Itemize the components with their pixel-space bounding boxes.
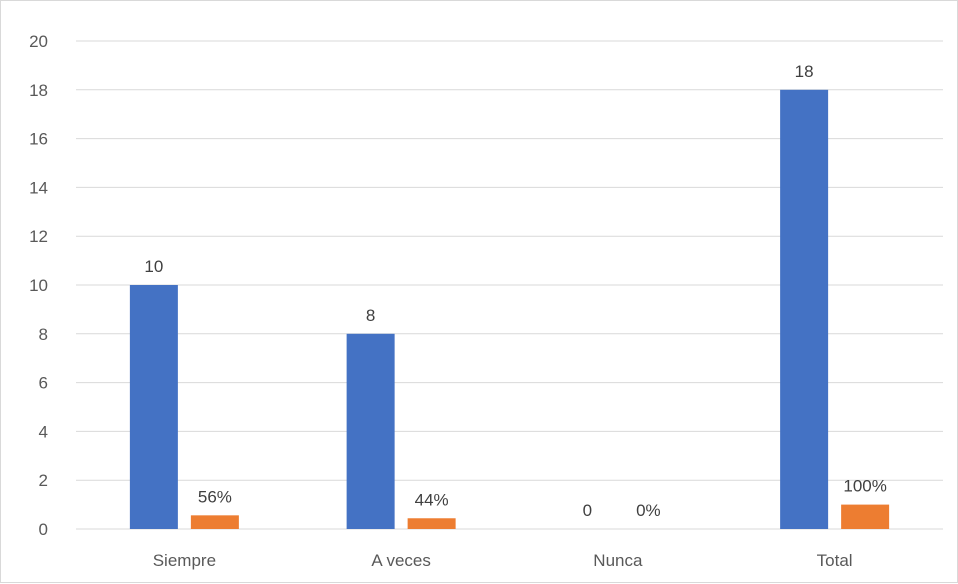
x-axis-ticks: Siempre A veces Nunca Total [153,551,853,570]
data-label: 18 [795,62,814,81]
data-labels: 10 56% 8 44% 0 0% 18 100% [144,62,886,520]
data-label: 100% [843,477,886,496]
y-axis-ticks: 0 2 4 6 8 10 12 14 16 18 20 [29,32,48,539]
y-tick-label: 2 [39,471,48,490]
y-tick-label: 6 [39,374,48,393]
x-tick-label: Siempre [153,551,216,570]
y-tick-label: 4 [39,422,48,441]
bar-series1-total [780,89,829,530]
bar-series1-siempre [129,285,178,529]
y-tick-label: 14 [29,178,48,197]
data-label: 0% [636,501,661,520]
data-label: 0 [583,501,592,520]
x-tick-label: Total [817,551,853,570]
y-tick-label: 0 [39,520,48,539]
bars [129,89,890,530]
data-label: 44% [415,490,449,509]
bar-series2-a-veces [407,518,456,529]
y-tick-label: 20 [29,32,48,51]
x-tick-label: A veces [371,551,431,570]
y-tick-label: 8 [39,325,48,344]
y-tick-label: 16 [29,130,48,149]
data-label: 56% [198,487,232,506]
data-label: 8 [366,306,375,325]
bar-series1-a-veces [346,333,395,529]
x-tick-label: Nunca [593,551,643,570]
bar-series2-total [841,504,890,529]
y-tick-label: 12 [29,227,48,246]
data-label: 10 [144,257,163,276]
y-tick-label: 18 [29,81,48,100]
y-tick-label: 10 [29,276,48,295]
bar-series2-siempre [190,515,239,529]
